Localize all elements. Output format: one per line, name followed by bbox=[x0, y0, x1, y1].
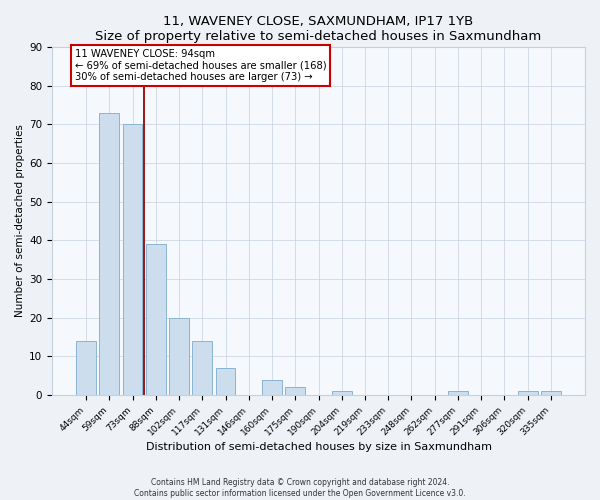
Bar bbox=[123, 124, 142, 395]
Bar bbox=[286, 388, 305, 395]
X-axis label: Distribution of semi-detached houses by size in Saxmundham: Distribution of semi-detached houses by … bbox=[146, 442, 491, 452]
Bar bbox=[518, 392, 538, 395]
Bar bbox=[332, 392, 352, 395]
Bar bbox=[215, 368, 235, 395]
Bar bbox=[100, 112, 119, 395]
Y-axis label: Number of semi-detached properties: Number of semi-detached properties bbox=[15, 124, 25, 318]
Bar bbox=[76, 341, 96, 395]
Bar bbox=[448, 392, 468, 395]
Bar bbox=[262, 380, 282, 395]
Bar bbox=[193, 341, 212, 395]
Title: 11, WAVENEY CLOSE, SAXMUNDHAM, IP17 1YB
Size of property relative to semi-detach: 11, WAVENEY CLOSE, SAXMUNDHAM, IP17 1YB … bbox=[95, 15, 542, 43]
Bar bbox=[146, 244, 166, 395]
Bar bbox=[169, 318, 189, 395]
Text: 11 WAVENEY CLOSE: 94sqm
← 69% of semi-detached houses are smaller (168)
30% of s: 11 WAVENEY CLOSE: 94sqm ← 69% of semi-de… bbox=[75, 49, 326, 82]
Bar bbox=[541, 392, 561, 395]
Text: Contains HM Land Registry data © Crown copyright and database right 2024.
Contai: Contains HM Land Registry data © Crown c… bbox=[134, 478, 466, 498]
